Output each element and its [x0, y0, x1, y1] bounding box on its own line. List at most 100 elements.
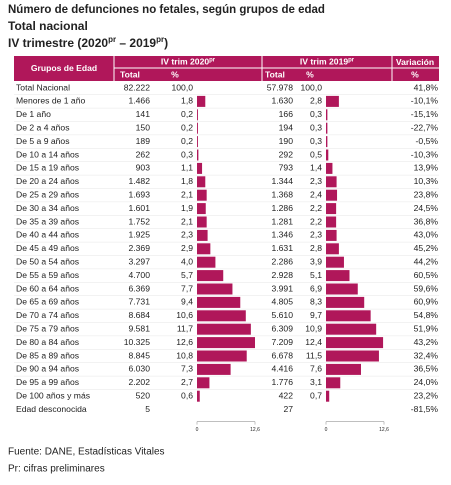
bar [326, 243, 339, 255]
cell: 6.678 [271, 350, 293, 360]
bar [326, 136, 328, 148]
col-header: Total [265, 69, 285, 79]
bar [326, 176, 337, 188]
cell: 57.978 [267, 82, 294, 92]
cell: 13,9% [414, 163, 439, 173]
cell: 9,4 [181, 297, 193, 307]
cell: 7.731 [128, 297, 150, 307]
bar [326, 149, 329, 161]
cell: 2.369 [128, 243, 150, 253]
cell: -22,7% [411, 122, 439, 132]
row-label: De 55 a 59 años [16, 270, 79, 280]
cell: 4.416 [271, 364, 293, 374]
cell: 2,3 [181, 230, 193, 240]
cell: 8,3 [310, 297, 322, 307]
note: Pr: cifras preliminares [8, 464, 105, 475]
bar [197, 243, 211, 255]
tick-label: 12,6 [250, 427, 260, 433]
bar [197, 310, 246, 322]
bar [326, 109, 328, 121]
cell: 2,1 [181, 189, 193, 199]
cell: 1.281 [271, 216, 293, 226]
col-header: IV trim 2020pr [161, 57, 216, 67]
cell: 2,8 [310, 96, 322, 106]
bar [326, 216, 337, 228]
cell: 292 [279, 149, 294, 159]
cell: 3,1 [310, 377, 322, 387]
bar [326, 162, 333, 174]
cell: 2,3 [310, 176, 322, 186]
cell: 54,8% [414, 310, 439, 320]
row-label: De 35 a 39 años [16, 216, 79, 226]
cell: 23,8% [414, 189, 439, 199]
cell: 1.925 [128, 230, 150, 240]
bar [197, 136, 198, 148]
cell: 7,7 [181, 283, 193, 293]
bar [197, 203, 206, 215]
cell: 9,7 [310, 310, 322, 320]
period: IV trimestre (2020pr – 2019pr) [8, 35, 168, 50]
cell: 0,3 [181, 149, 193, 159]
title: Número de defunciones no fetales, según … [8, 4, 325, 16]
bar [326, 337, 384, 349]
bar [197, 296, 241, 308]
bar [326, 189, 338, 201]
cell: 262 [136, 149, 151, 159]
bar [197, 377, 210, 389]
bar [197, 390, 200, 402]
cell: 2,8 [310, 243, 322, 253]
bar [326, 95, 339, 107]
bar [326, 350, 379, 362]
cell: -15,1% [411, 109, 439, 119]
cell: 2,2 [310, 203, 322, 213]
cell: 100,0 [171, 82, 193, 92]
cell: 32,4% [414, 350, 439, 360]
cell: 2,9 [181, 243, 193, 253]
cell: 5,7 [181, 270, 193, 280]
cell: 793 [279, 163, 294, 173]
bar [197, 229, 208, 241]
col-header: % [411, 69, 419, 79]
cell: 36,5% [414, 364, 439, 374]
cell: 10,8 [176, 350, 193, 360]
cell: 82.222 [124, 82, 151, 92]
bar [197, 189, 207, 201]
row-label: De 65 a 69 años [16, 297, 79, 307]
cell: 2,7 [181, 377, 193, 387]
cell: -10,3% [411, 149, 439, 159]
cell: 190 [279, 136, 294, 146]
cell: 24,0% [414, 377, 439, 387]
cell: 9.581 [128, 323, 150, 333]
bar [326, 256, 344, 268]
cell: 1.286 [271, 203, 293, 213]
bar [326, 310, 371, 322]
row-label: De 80 a 84 años [16, 337, 79, 347]
cell: 1.630 [271, 96, 293, 106]
cell: -10,1% [411, 96, 439, 106]
cell: 12,6 [176, 337, 193, 347]
cell: 1,1 [181, 163, 193, 173]
cell: -81,5% [411, 404, 439, 414]
cell: 1.631 [271, 243, 293, 253]
bar [326, 270, 350, 282]
cell: 7.209 [271, 337, 293, 347]
cell: 1.601 [128, 203, 150, 213]
bar [197, 95, 206, 107]
source: Fuente: DANE, Estadísticas Vitales [8, 447, 165, 458]
bar [326, 296, 365, 308]
row-label: De 30 a 34 años [16, 203, 79, 213]
bar [197, 323, 251, 335]
table-header: Grupos de Edad IV trim 2020pr IV trim 20… [14, 56, 439, 81]
cell: 1.693 [128, 189, 150, 199]
row-label: De 95 a 99 años [16, 377, 79, 387]
cell: 44,2% [414, 256, 439, 266]
bar [197, 149, 199, 161]
cell: 100,0 [300, 82, 322, 92]
subtitle: Total nacional [8, 19, 88, 33]
bar [197, 176, 206, 188]
cell: 11,7 [177, 323, 193, 333]
cell: 0,5 [310, 149, 322, 159]
cell: 0,3 [310, 109, 322, 119]
cell: 6.369 [128, 283, 150, 293]
